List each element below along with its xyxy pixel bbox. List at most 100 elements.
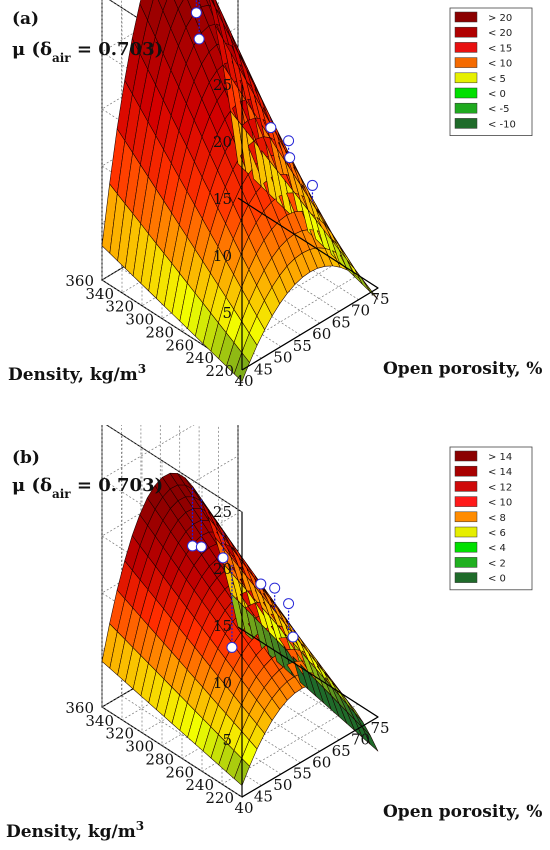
legend-swatch <box>454 541 478 553</box>
x-tick-label: 40 <box>234 799 253 817</box>
x-axis-line <box>241 287 379 371</box>
observation-point <box>190 7 202 19</box>
x-tick-label: 45 <box>254 360 273 378</box>
y-tick-label: 360 <box>65 272 94 290</box>
legend-swatch <box>454 102 478 114</box>
y-tick-label: 320 <box>105 725 134 743</box>
observation-point <box>217 552 229 564</box>
legend-swatch <box>454 26 478 38</box>
z-axis-title-suffix: = 0.703) <box>71 39 164 60</box>
y-tick-label: 260 <box>165 336 194 354</box>
x-gridline <box>237 0 379 289</box>
legend-swatch <box>454 118 478 129</box>
observation-point <box>284 152 296 164</box>
y-tick-label: 340 <box>85 712 114 730</box>
y-tick-label: 340 <box>85 285 114 303</box>
legend-label: < 8 <box>488 513 506 524</box>
surface <box>101 472 379 786</box>
z-axis-title: μ (δair = 0.703) <box>12 475 163 501</box>
observation-point <box>306 179 318 191</box>
x-tick-label: 55 <box>293 765 312 783</box>
x-tick-label: 70 <box>351 730 370 748</box>
legend-swatch <box>454 526 478 538</box>
legend-label: < -5 <box>488 104 510 115</box>
z-axis-title-subscript: air <box>52 51 71 65</box>
observation-point <box>283 598 295 610</box>
z-axis-title: μ (δair = 0.703) <box>12 39 163 65</box>
x-gridline <box>218 425 359 729</box>
y-tick-label: 360 <box>65 699 94 717</box>
legend-label: < 10 <box>488 59 512 70</box>
legend-swatch <box>454 450 478 462</box>
legend-label: < 0 <box>488 89 506 100</box>
y-tick-label: 220 <box>205 362 234 380</box>
legend-swatch <box>454 42 478 53</box>
y-tick-label: 240 <box>185 776 214 794</box>
observation-point <box>226 641 238 653</box>
legend-label: < 12 <box>488 482 512 493</box>
surface-cell <box>362 279 379 300</box>
observation-point <box>255 578 267 590</box>
legend-label: > 20 <box>488 13 512 24</box>
surface-cell <box>157 0 168 11</box>
observation-point <box>193 33 205 45</box>
legend-label: < 2 <box>488 558 506 569</box>
legend-swatch <box>454 11 478 23</box>
legend-label: > 14 <box>488 452 512 463</box>
x-axis-title: Open porosity, % <box>383 802 542 822</box>
x-tick-label: 50 <box>273 349 292 367</box>
legend-label: < 5 <box>488 74 506 85</box>
y-gridline <box>201 486 339 772</box>
legend-swatch <box>454 87 478 99</box>
x-gridline <box>140 425 282 775</box>
legend-swatch <box>454 511 478 523</box>
x-tick-label: 55 <box>293 337 312 355</box>
chart-panel-a: 5 10 15 20 25 40 45 50 55 60 65 70 75 220 240 260 280 300… <box>8 0 542 390</box>
front-frame <box>237 512 379 798</box>
observation-point <box>283 135 295 147</box>
z-axis-title-subscript: air <box>52 487 71 501</box>
front-frame <box>237 85 379 371</box>
legend-swatch <box>454 72 478 84</box>
x-tick-label: 60 <box>312 325 331 343</box>
z-tick-label: 5 <box>222 304 232 322</box>
y-axis-title-main: Density, kg/m <box>6 822 136 842</box>
z-tick-label: 25 <box>213 503 232 521</box>
x-tick-label: 65 <box>332 742 351 760</box>
front-right-edge <box>237 626 379 718</box>
panel-label: (b) <box>12 448 40 468</box>
x-gridline <box>101 425 243 798</box>
y-gridline <box>221 499 359 785</box>
legend-swatch <box>454 481 478 492</box>
legend-swatch <box>454 572 478 583</box>
y-axis-title: Density, kg/m3 <box>6 819 144 842</box>
y-tick-label: 300 <box>125 738 154 756</box>
z-tick-label: 20 <box>213 133 232 151</box>
x-tick-label: 70 <box>351 302 370 320</box>
legend-label: < 15 <box>488 43 512 54</box>
y-tick-label: 300 <box>125 311 154 329</box>
legend-label: < 4 <box>488 543 506 554</box>
x-gridline <box>121 0 262 359</box>
x-tick-label: 65 <box>332 313 351 331</box>
z-tick-label: 15 <box>213 617 232 635</box>
y-axis-title-superscript: 3 <box>138 362 146 376</box>
legend: > 14 < 14 < 12 < 10 < 8 < 6 < 4 < 2 < 0 <box>449 446 533 591</box>
z-axis-title-suffix: = 0.703) <box>71 475 164 496</box>
observations <box>190 0 318 203</box>
legend-label: < 6 <box>488 528 506 539</box>
y-tick-label: 220 <box>205 789 234 807</box>
surface-cell <box>174 0 184 10</box>
z-axis-title-prefix: μ (δ <box>12 39 52 60</box>
observation-point <box>265 122 277 134</box>
x-tick-label: 75 <box>370 290 389 308</box>
legend-label: < -10 <box>488 119 516 130</box>
y-tick-label: 240 <box>185 349 214 367</box>
z-tick-label: 10 <box>213 674 232 692</box>
front-right-edge <box>237 197 379 289</box>
z-tick-label: 15 <box>213 190 232 208</box>
